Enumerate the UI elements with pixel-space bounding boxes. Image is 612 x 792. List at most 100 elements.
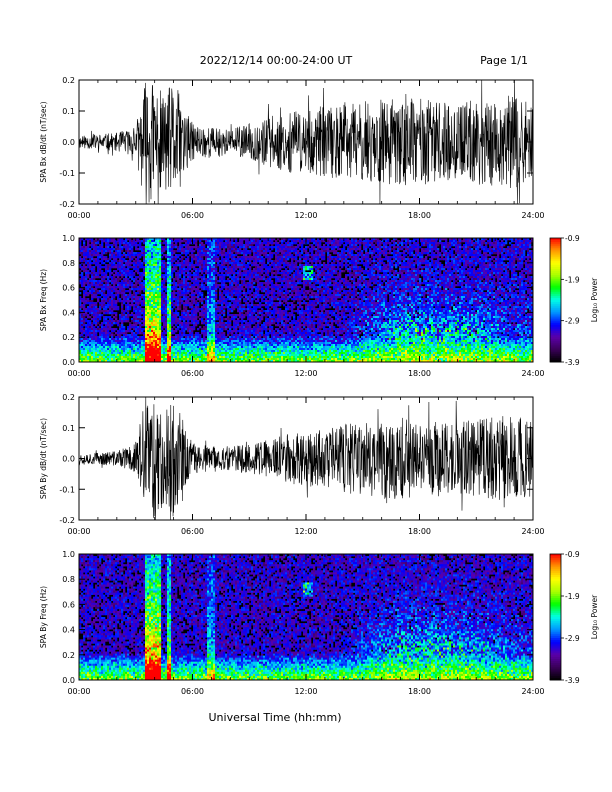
spectrogram-cell bbox=[225, 350, 227, 352]
spectrogram-cell bbox=[101, 274, 103, 276]
spectrogram-cell bbox=[185, 292, 187, 294]
spectrogram-cell bbox=[259, 260, 261, 262]
spectrogram-cell bbox=[85, 258, 87, 260]
spectrogram-cell bbox=[125, 290, 127, 292]
spectrogram-cell bbox=[201, 284, 203, 286]
spectrogram-cell bbox=[85, 282, 87, 284]
spectrogram-cell bbox=[163, 320, 165, 322]
spectrogram-cell bbox=[199, 246, 201, 248]
spectrogram-cell bbox=[209, 254, 211, 256]
spectrogram-cell bbox=[199, 336, 201, 338]
spectrogram-cell bbox=[115, 312, 117, 314]
spectrogram-cell bbox=[255, 246, 257, 248]
spectrogram-cell bbox=[177, 272, 179, 274]
spectrogram-cell bbox=[237, 272, 239, 274]
spectrogram-cell bbox=[111, 244, 113, 246]
x-tick-label: 24:00 bbox=[521, 211, 544, 220]
spectrogram-cell bbox=[209, 266, 211, 268]
spectrogram-cell bbox=[151, 244, 153, 246]
spectrogram-cell bbox=[245, 250, 247, 252]
spectrogram-cell bbox=[227, 308, 229, 310]
spectrogram-cell bbox=[179, 266, 181, 268]
spectrogram-cell bbox=[133, 320, 135, 322]
spectrogram-cell bbox=[193, 322, 195, 324]
spectrogram-cell bbox=[125, 242, 127, 244]
spectrogram-cell bbox=[193, 358, 195, 360]
spectrogram-cell bbox=[209, 256, 211, 258]
spectrogram-cell bbox=[205, 316, 207, 318]
spectrogram-cell bbox=[213, 292, 215, 294]
spectrogram-cell bbox=[145, 306, 147, 308]
spectrogram-cell bbox=[87, 272, 89, 274]
spectrogram-cell bbox=[157, 284, 159, 286]
spectrogram-cell bbox=[117, 356, 119, 358]
spectrogram-cell bbox=[181, 272, 183, 274]
spectrogram-cell bbox=[95, 258, 97, 260]
spectrogram-cell bbox=[133, 292, 135, 294]
spectrogram-cell bbox=[159, 246, 161, 248]
spectrogram-cell bbox=[241, 354, 243, 356]
spectrogram-cell bbox=[219, 336, 221, 338]
spectrogram-cell bbox=[135, 294, 137, 296]
spectrogram-cell bbox=[257, 282, 259, 284]
spectrogram-cell bbox=[123, 352, 125, 354]
spectrogram-cell bbox=[243, 342, 245, 344]
spectrogram-cell bbox=[127, 312, 129, 314]
spectrogram-cell bbox=[83, 356, 85, 358]
spectrogram-cell bbox=[213, 346, 215, 348]
spectrogram-cell bbox=[143, 356, 145, 358]
spectrogram-cell bbox=[171, 244, 173, 246]
spectrogram-cell bbox=[135, 318, 137, 320]
spectrogram-cell bbox=[215, 276, 217, 278]
spectrogram-cell bbox=[103, 276, 105, 278]
spectrogram-cell bbox=[137, 240, 139, 242]
spectrogram-cell bbox=[191, 304, 193, 306]
spectrogram-cell bbox=[251, 328, 253, 330]
spectrogram-cell bbox=[85, 266, 87, 268]
spectrogram-cell bbox=[247, 296, 249, 298]
spectrogram-cell bbox=[165, 332, 167, 334]
spectrogram-cell bbox=[161, 346, 163, 348]
spectrogram-cell bbox=[251, 354, 253, 356]
spectrogram-cell bbox=[235, 354, 237, 356]
spectrogram-cell bbox=[91, 306, 93, 308]
spectrogram-cell bbox=[225, 306, 227, 308]
spectrogram-cell bbox=[109, 304, 111, 306]
spectrogram-cell bbox=[221, 322, 223, 324]
spectrogram-cell bbox=[185, 356, 187, 358]
spectrogram-cell bbox=[123, 356, 125, 358]
spectrogram-cell bbox=[251, 316, 253, 318]
spectrogram-cell bbox=[151, 260, 153, 262]
spectrogram-cell bbox=[245, 348, 247, 350]
spectrogram-cell bbox=[149, 280, 151, 282]
spectrogram-cell bbox=[217, 340, 219, 342]
spectrogram-cell bbox=[157, 356, 159, 358]
spectrogram-cell bbox=[169, 260, 171, 262]
spectrogram-cell bbox=[185, 262, 187, 264]
spectrogram-cell bbox=[221, 262, 223, 264]
spectrogram-cell bbox=[183, 328, 185, 330]
spectrogram-cell bbox=[151, 306, 153, 308]
spectrogram-cell bbox=[133, 334, 135, 336]
spectrogram-cell bbox=[137, 346, 139, 348]
spectrogram-cell bbox=[113, 358, 115, 360]
spectrogram-cell bbox=[229, 356, 231, 358]
spectrogram-cell bbox=[245, 358, 247, 360]
spectrogram-cell bbox=[119, 242, 121, 244]
spectrogram-cell bbox=[243, 348, 245, 350]
spectrogram-cell bbox=[211, 296, 213, 298]
spectrogram-cell bbox=[217, 336, 219, 338]
spectrogram-cell bbox=[99, 358, 101, 360]
spectrogram-cell bbox=[113, 298, 115, 300]
spectrogram-cell bbox=[91, 242, 93, 244]
spectrogram-cell bbox=[213, 246, 215, 248]
spectrogram-cell bbox=[191, 246, 193, 248]
spectrogram-cell bbox=[117, 246, 119, 248]
spectrogram-cell bbox=[249, 284, 251, 286]
spectrogram-cell bbox=[131, 242, 133, 244]
spectrogram-cell bbox=[117, 332, 119, 334]
spectrogram-cell bbox=[253, 326, 255, 328]
spectrogram-cell bbox=[169, 272, 171, 274]
spectrogram-cell bbox=[119, 266, 121, 268]
spectrogram-cell bbox=[227, 332, 229, 334]
